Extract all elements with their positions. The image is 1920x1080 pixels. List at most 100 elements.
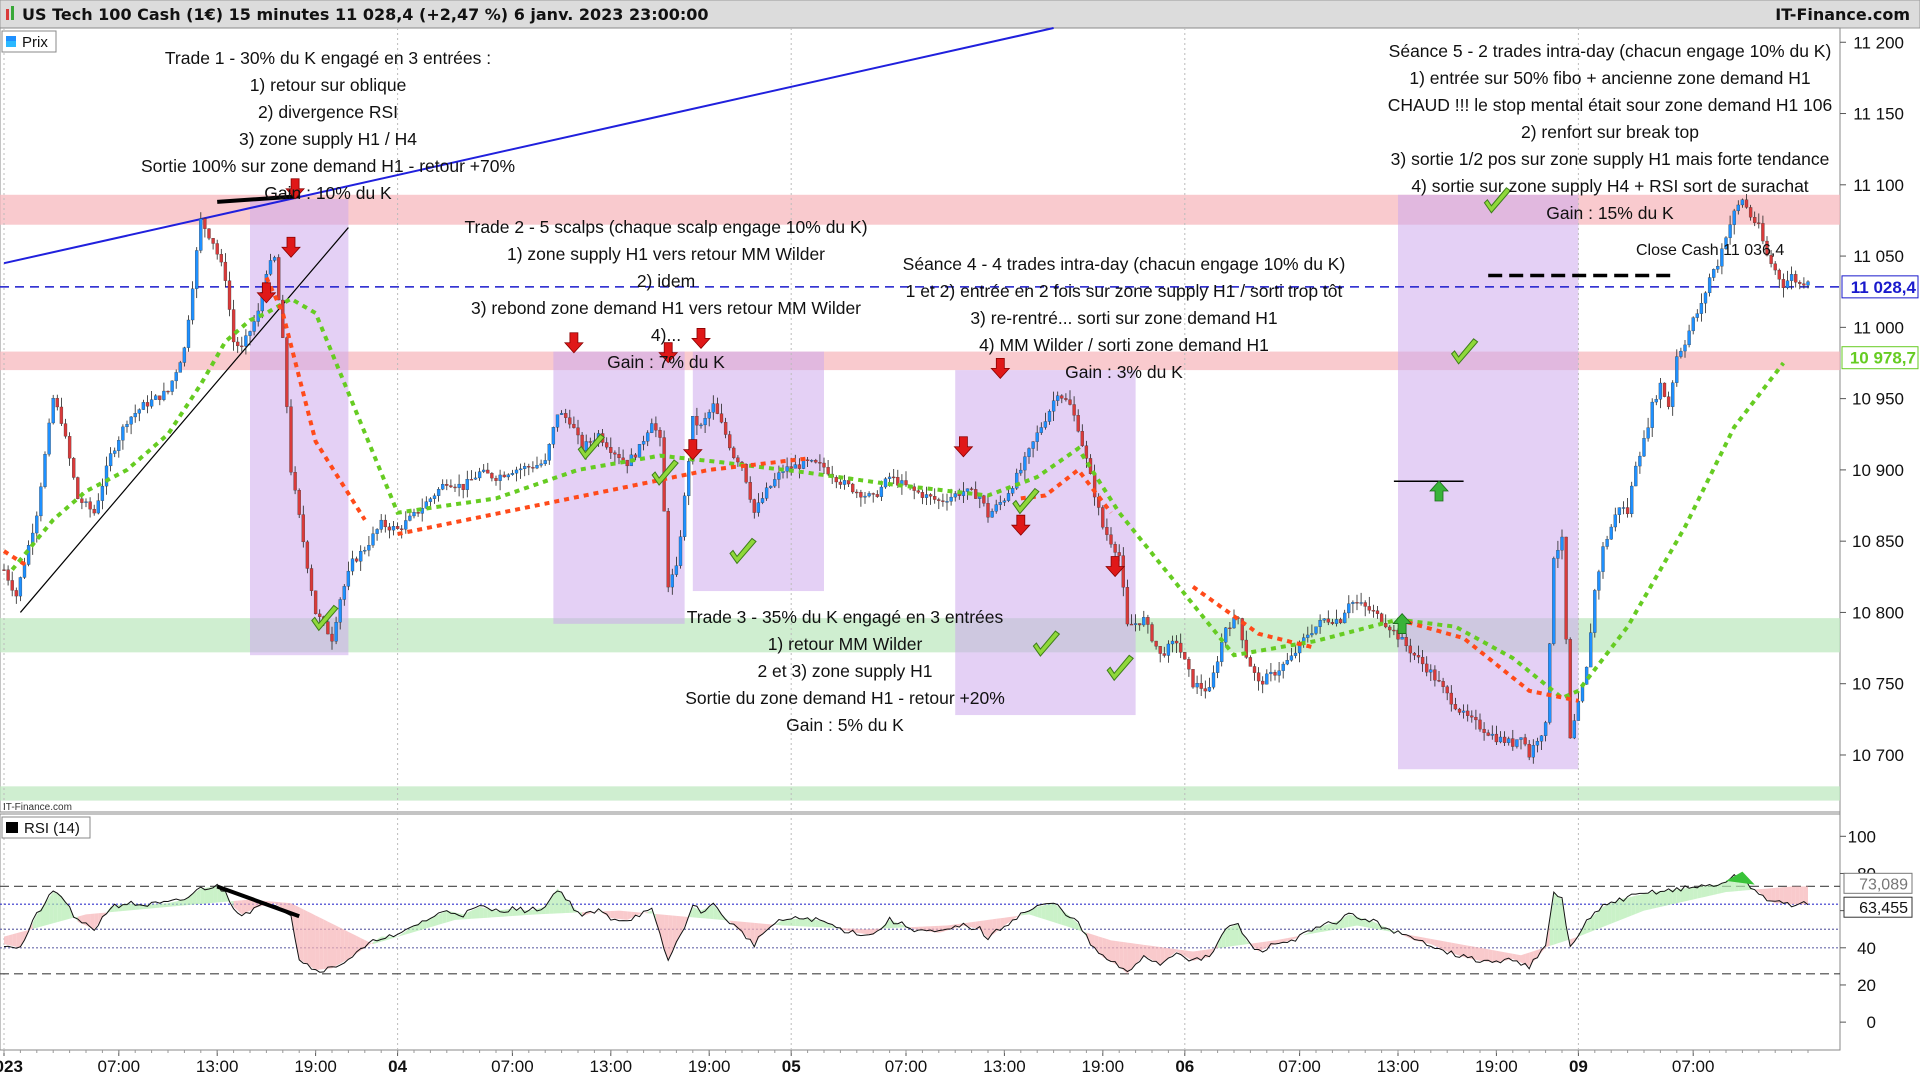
candle <box>125 420 129 433</box>
candle-body <box>1043 421 1048 428</box>
rsi-fill <box>471 908 476 919</box>
time-tick-label: 13:00 <box>1377 1057 1420 1076</box>
candle <box>1416 645 1421 664</box>
rsi-fill <box>668 915 673 961</box>
sell-arrow-2 <box>564 332 584 354</box>
candle <box>568 409 572 429</box>
candle-body <box>1781 279 1786 289</box>
candle-body <box>1453 704 1458 710</box>
candle-body <box>1482 728 1486 733</box>
rsi-fill <box>651 910 656 924</box>
candle <box>605 437 609 450</box>
rsi-fill <box>274 901 279 906</box>
rsi-fill <box>1299 934 1304 937</box>
candle-body <box>728 434 732 449</box>
candle-body <box>248 331 252 336</box>
candle-body <box>674 565 679 575</box>
candle-body <box>1076 415 1080 432</box>
candle-body <box>43 454 47 487</box>
lines-layer <box>0 27 1840 613</box>
candle-body <box>1798 282 1802 284</box>
rsi-fill <box>422 919 427 930</box>
candle <box>186 315 191 352</box>
rsi-fill <box>1328 922 1333 931</box>
brand-label[interactable]: IT-Finance.com <box>1775 5 1910 24</box>
candle <box>1010 486 1015 497</box>
trendline-0 <box>3 27 1054 265</box>
candle <box>436 487 441 502</box>
rsi-fill <box>1361 918 1366 927</box>
candle <box>1265 669 1269 685</box>
candle <box>404 511 408 534</box>
rsi-fill <box>647 910 652 914</box>
candle-body <box>486 469 490 474</box>
candle-body <box>1338 619 1343 624</box>
rsi-fill <box>1135 943 1140 965</box>
candle-body <box>1199 683 1203 689</box>
candle-body <box>1740 199 1745 206</box>
rsi-fill <box>1709 885 1714 896</box>
candle <box>1511 729 1515 751</box>
rsi-fill <box>606 911 611 919</box>
candle <box>154 394 158 400</box>
candle <box>1601 542 1605 579</box>
candle-body <box>449 485 453 488</box>
rsi-fill <box>664 914 669 961</box>
candle-body <box>1625 507 1630 515</box>
candle-body <box>67 436 72 459</box>
rsi-fill <box>1615 899 1620 923</box>
candle <box>506 473 510 481</box>
candle <box>1420 649 1425 672</box>
candle-body <box>670 574 674 588</box>
candle <box>875 490 879 498</box>
candle-body <box>953 493 957 498</box>
candle <box>1355 594 1359 611</box>
rsi-fill <box>336 925 341 966</box>
candle <box>1445 685 1449 701</box>
rsi-fill <box>1311 929 1316 934</box>
candle <box>1314 626 1318 636</box>
rsi-fill <box>1713 884 1718 895</box>
candle-body <box>1457 708 1462 713</box>
candle <box>986 497 990 523</box>
rsi-fill <box>1767 888 1772 902</box>
candle <box>1252 663 1257 681</box>
candle-body <box>1699 303 1704 314</box>
candle-body <box>108 453 113 467</box>
rsi-fill <box>1451 942 1456 955</box>
rsi-fill <box>315 915 320 971</box>
candle <box>1027 447 1031 464</box>
candle-body <box>199 218 203 251</box>
candle-body <box>928 494 933 497</box>
candle-body <box>1334 619 1339 624</box>
candle-body <box>1142 617 1146 626</box>
candle-body <box>621 457 625 461</box>
price-legend[interactable]: Prix <box>1 30 57 53</box>
candle-body <box>391 526 396 531</box>
candle <box>494 475 498 486</box>
candle <box>1056 391 1060 407</box>
rsi-fill <box>983 919 988 939</box>
price-tick-label: 10 950 <box>1852 390 1904 409</box>
candle-body <box>1642 438 1646 457</box>
candle <box>1191 669 1195 689</box>
rsi-fill <box>295 905 300 959</box>
annotation-trade1-line-0: Trade 1 - 30% du K engagé en 3 entrées : <box>165 48 491 68</box>
candle <box>1166 640 1171 663</box>
candle-body <box>1757 222 1761 224</box>
candle <box>625 459 629 474</box>
candle-body <box>416 512 420 514</box>
rsi-fill <box>1512 953 1517 961</box>
candle-body <box>453 486 457 489</box>
candle-body <box>691 416 695 462</box>
rsi-fill <box>762 923 767 935</box>
rsi-legend[interactable]: RSI (14) <box>1 816 91 839</box>
rsi-fill <box>750 922 755 945</box>
candle <box>867 491 871 498</box>
rsi-fill <box>819 920 824 928</box>
candle <box>1699 293 1704 322</box>
candle <box>1359 592 1363 606</box>
price-tick-label: 10 700 <box>1852 746 1904 765</box>
candle-body <box>1384 623 1388 628</box>
